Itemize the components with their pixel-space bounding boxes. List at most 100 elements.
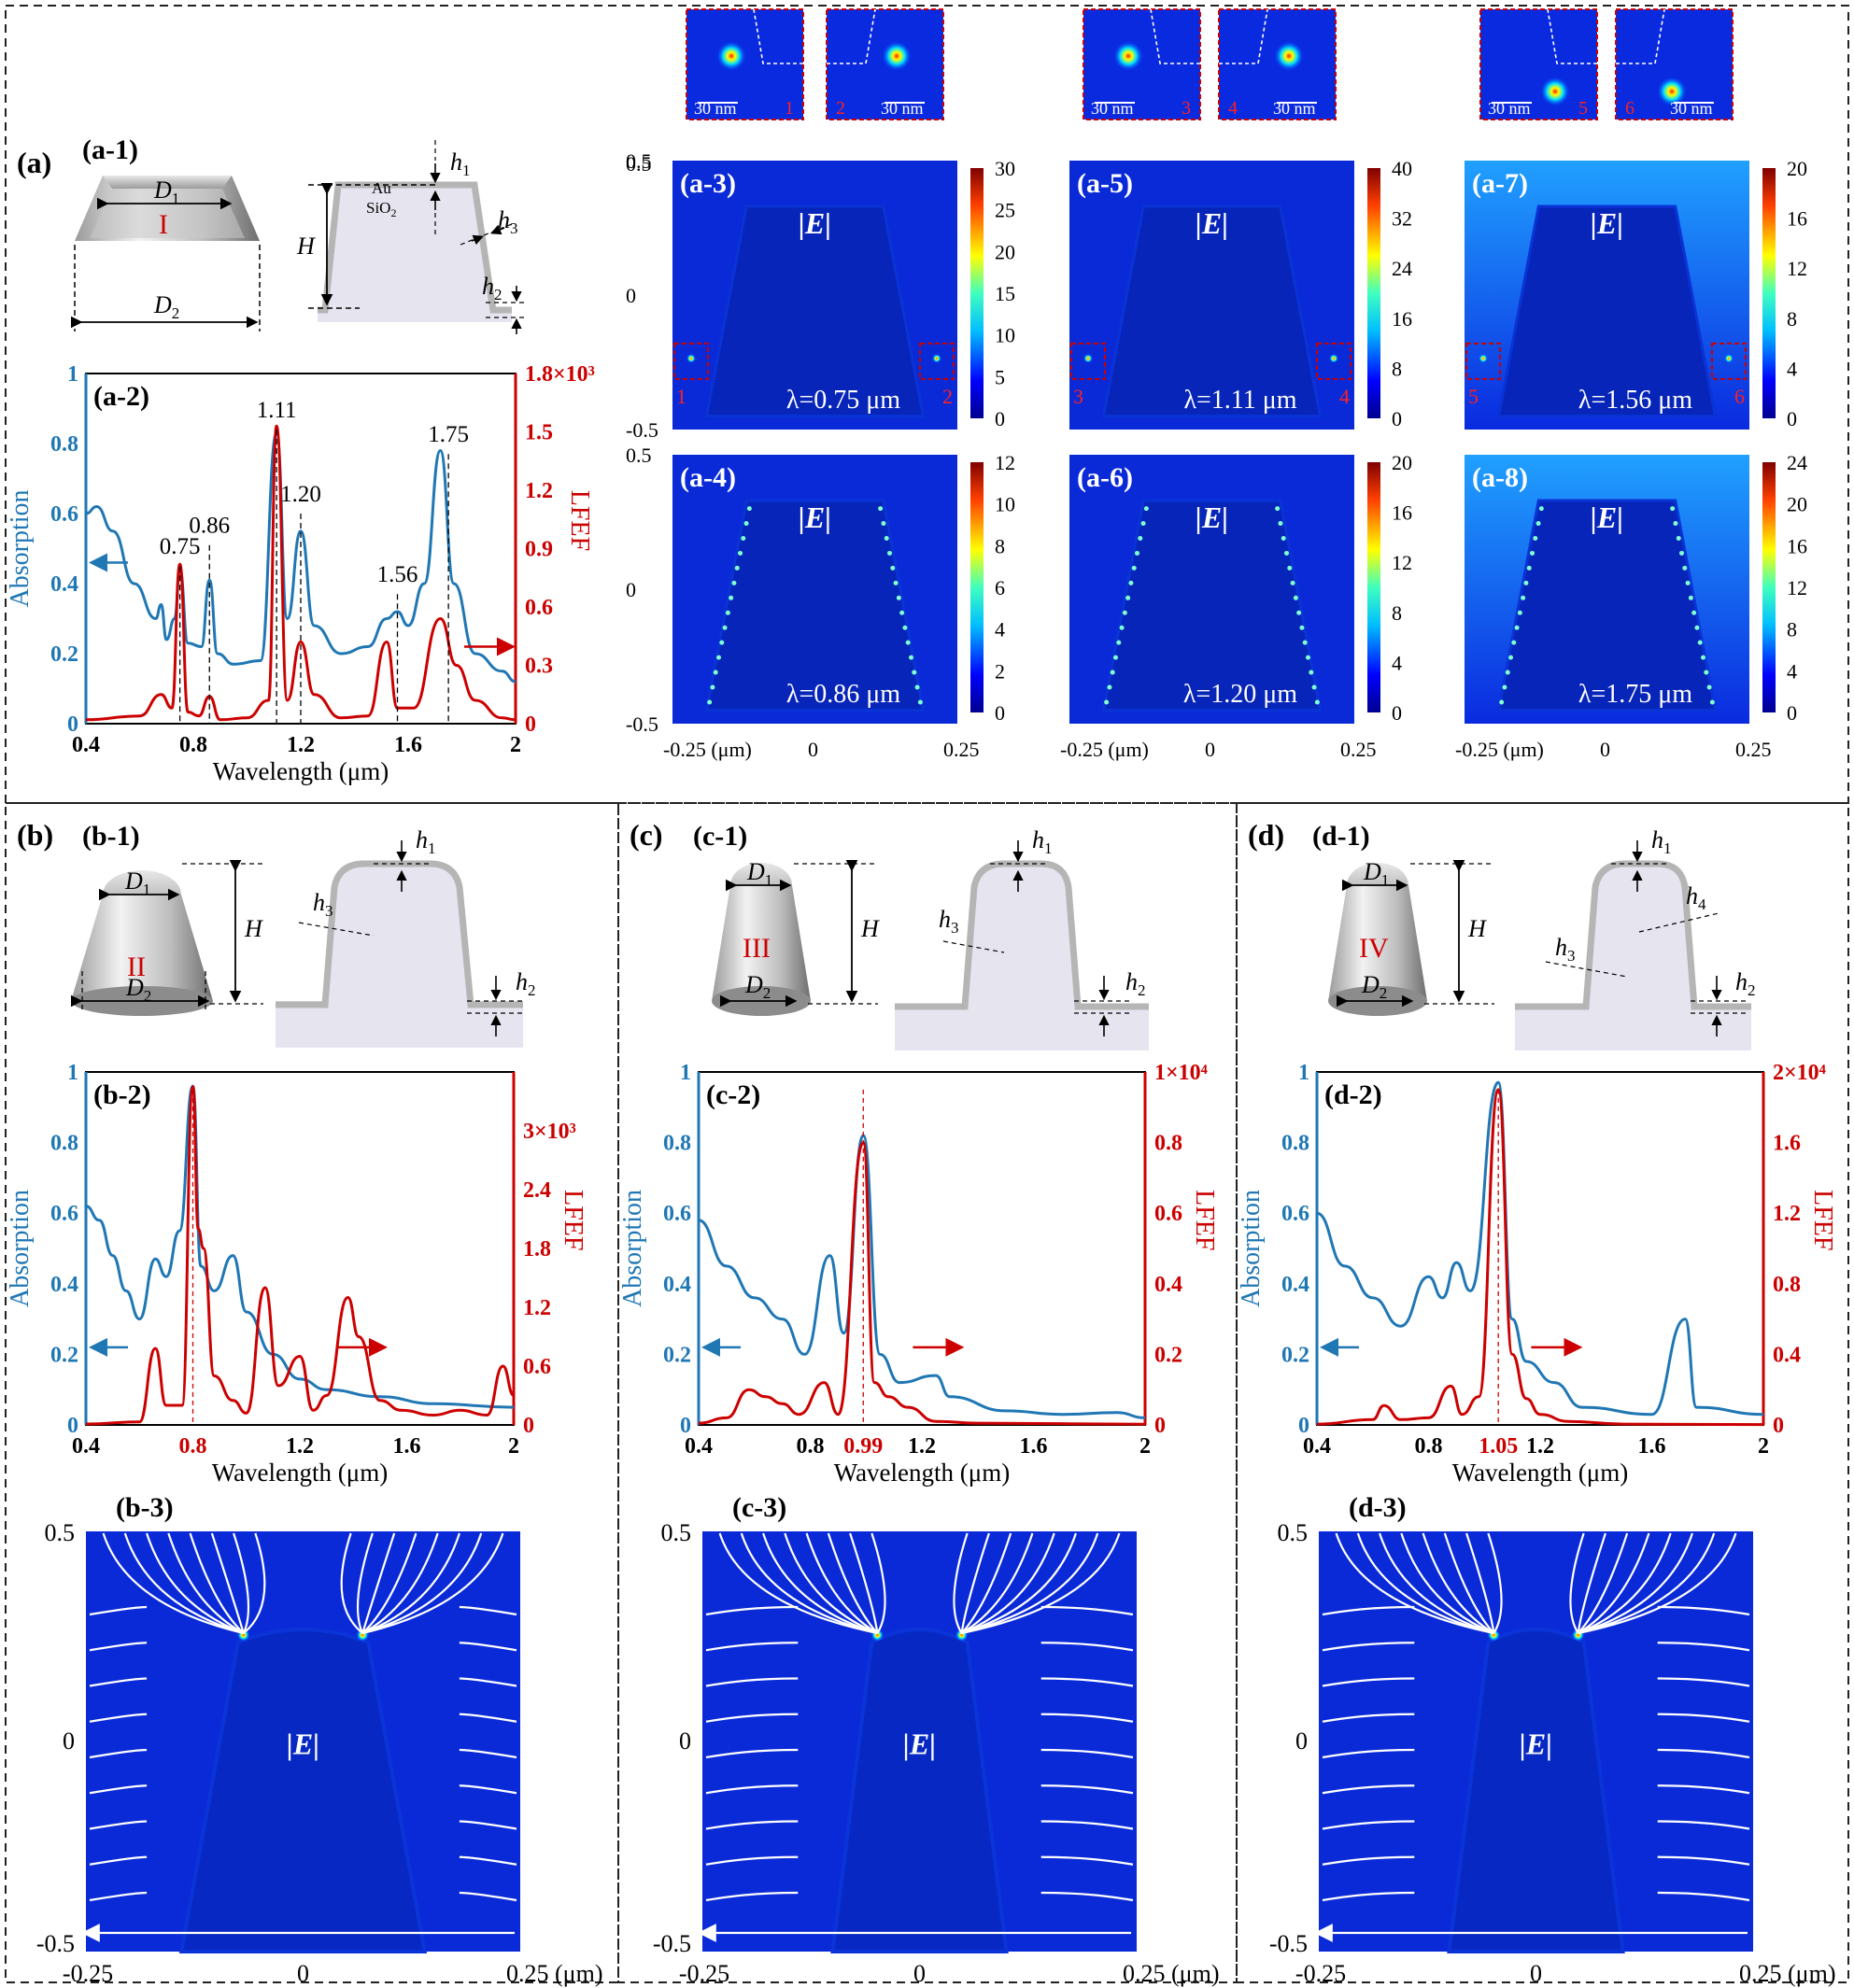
edge-mode [1706,684,1712,690]
map-label: (a-5) [1077,168,1133,199]
edge-mode [734,565,740,571]
hotspot [1083,353,1093,363]
streamline [1040,1855,1134,1866]
h3-symbol: h [498,206,510,233]
x-tick: -0.25 [63,1960,113,1987]
colorbar-tick: 0 [1392,701,1402,725]
edge-mode [1536,521,1541,527]
chart-label: (a-2) [93,381,149,412]
streamline [740,1532,878,1635]
x-tick: 1.05 [1479,1434,1518,1459]
right-tick: 0.2 [1154,1343,1182,1367]
left-tick: 0.6 [50,1202,78,1226]
h2-symbol: h [482,273,494,300]
inset-1: 30 nm 1 [686,8,804,120]
colorbar-tick: 16 [1787,207,1807,231]
inset-2: 30 nm 2 [826,8,944,120]
box-number: 1 [676,385,686,408]
scale-label: 30 nm [1091,99,1134,118]
colorbar-tick: 20 [1392,451,1412,474]
d2-symbol: D [744,971,763,998]
peak-label: 1.20 [280,482,321,507]
x-tick: 0.25 [1735,738,1772,761]
right-tick: 2.4 [523,1178,551,1203]
h2-symbol: h [516,968,528,995]
svg-text:h3: h3 [939,906,959,937]
scale-label: 30 nm [1488,99,1531,118]
frustum-top [103,176,232,189]
right-tick: 0.4 [1154,1273,1182,1297]
edge-mode [878,506,884,512]
colorbar [1762,168,1776,418]
streamline [89,1605,148,1616]
schematic-label: (c-1) [693,821,747,852]
y-tick: 0 [679,1727,691,1755]
edge-mode [1533,536,1538,542]
colorbar-tick: 20 [995,240,1015,263]
cross-section-substrate [318,185,512,322]
colorbar-tick: 0 [995,701,1005,725]
edge-mode [1511,640,1517,645]
fieldmap-c-3: (c-3) |E| 0.5 0 -0.5 -0.25 0 0.25 (μm) [653,1492,1220,1987]
schematic-b1: (b-1) D1 II D2 H h1 h3 h2 [71,821,536,1048]
map-label: (c-3) [732,1492,786,1523]
svg-text:D1: D1 [153,176,179,207]
streamline [953,1532,969,1634]
h4-symbol: h [1686,882,1698,909]
right-tick: 0 [525,712,536,737]
streamline [1657,1748,1750,1759]
chart-label: (b-2) [93,1079,151,1110]
edge-mode [1502,684,1507,690]
h2-sub: 2 [528,981,536,999]
x-tick: 0.25 (μm) [1739,1960,1835,1987]
h3-symbol: h [1555,934,1567,961]
edge-mode [917,699,923,705]
streamline [1657,1891,1750,1902]
y-tick: -0.5 [626,712,658,736]
svg-text:D1: D1 [746,858,772,889]
inset-number: 3 [1182,98,1191,119]
streamline [361,1532,460,1635]
edge-mode [914,684,920,690]
edge-mode [1309,670,1314,675]
h1-symbol: h [1651,826,1663,853]
roman-numeral: III [743,933,771,964]
streamline [361,1532,439,1634]
au-label: Au [372,179,391,197]
streamline [1322,1855,1415,1866]
right-tick: 0 [1154,1414,1166,1438]
edge-mode [1523,580,1529,585]
x-axis-label: Wavelength (μm) [834,1459,1011,1487]
streamline [459,1605,517,1616]
colorbar-tick: 12 [1787,257,1807,280]
streamline [718,1532,878,1635]
edge-mode [1116,640,1122,645]
edge-mode [1305,655,1310,660]
d2-sub: 2 [144,987,152,1005]
streamline [1322,1642,1415,1652]
streamline [961,1532,1055,1635]
x-tick: 2 [508,1434,519,1459]
y-tick: 0.5 [45,1519,76,1546]
edge-mode [884,536,889,542]
colorbar-tick: 32 [1392,207,1412,231]
hotspot [1724,353,1734,363]
h1-sub: 1 [1044,839,1053,857]
quantity-label: |E| [1591,206,1623,240]
d1-symbol: D [1363,858,1381,885]
svg-text:h1: h1 [450,148,471,179]
chart-c-2: 0 0.2 0.4 0.6 0.8 1 0 0.2 0.4 0.6 0.8 1×10⁴ 0.4 0.8 0.… [618,1061,1219,1487]
h1-symbol: h [416,826,428,853]
x-tick: 0.25 (μm) [506,1960,602,1987]
y-tick: 0 [626,578,636,601]
wavelength-label: λ=0.86 μm [786,680,900,709]
y-tick: 0.5 [1278,1519,1309,1546]
svg-text:h3: h3 [313,889,333,920]
schematic-c1: (c-1) D1 III D2 H h1 h3 h2 [693,821,1149,1050]
colorbar-tick: 0 [1787,701,1797,725]
y-tick: 0.5 [661,1519,692,1546]
roman-numeral: II [127,952,146,982]
x-tick: 1.2 [286,1434,314,1459]
zoom-box [673,342,709,380]
